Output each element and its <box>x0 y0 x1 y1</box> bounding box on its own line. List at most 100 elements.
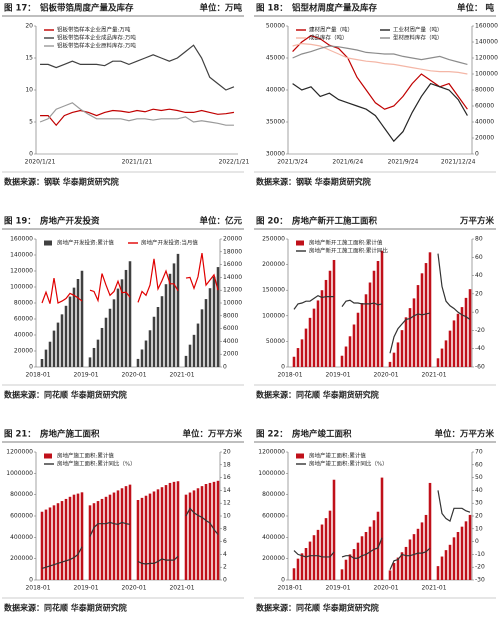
y2-tick-label: 60 <box>475 461 483 468</box>
bar <box>88 357 92 367</box>
y-tick-label: 20 <box>25 23 33 30</box>
legend-swatch <box>44 240 52 246</box>
y2-tick-label: 140000 <box>475 39 498 46</box>
y2-tick-label: -20 <box>475 564 485 571</box>
legend-label: 铝板带箔样本企业成品库存:万吨 <box>57 34 136 42</box>
y2-tick-label: 80000 <box>475 87 494 94</box>
x-tick-label: 2021-01 <box>421 585 446 592</box>
bar <box>164 284 168 367</box>
bar <box>156 489 160 580</box>
bar <box>176 481 180 580</box>
bar <box>96 501 100 580</box>
bar <box>380 250 384 367</box>
x-tick-label: 2021-01 <box>421 372 446 379</box>
bar <box>340 569 344 580</box>
y2-tick-label: 16 <box>223 474 231 481</box>
bar <box>456 532 460 580</box>
figure-unit: 单位： 吨 <box>457 3 494 14</box>
bar <box>128 261 132 367</box>
legend-label: 铝板带箔样本企业周产量:万吨 <box>57 26 131 34</box>
bar <box>388 361 392 367</box>
bar <box>436 358 440 367</box>
bar <box>348 554 352 580</box>
bar <box>104 496 108 580</box>
bar <box>52 330 56 367</box>
figure-unit: 单位：万平方米 <box>182 429 242 440</box>
bar <box>312 308 316 367</box>
figure-number: 图 18： <box>256 4 288 14</box>
bar <box>444 550 448 580</box>
x-tick-label: 2021/12/24 <box>441 159 476 166</box>
bar <box>116 490 120 580</box>
y2-tick-label: 0 <box>223 577 227 584</box>
bar <box>128 484 132 580</box>
y2-tick-label: 0 <box>475 538 479 545</box>
bar <box>328 270 332 367</box>
bar <box>188 492 192 580</box>
y-tick-label: 0 <box>281 364 285 371</box>
bar <box>208 288 212 367</box>
y-tick-label: 80000 <box>14 300 33 307</box>
y-tick-label: 200000 <box>262 261 285 268</box>
bar <box>200 309 204 367</box>
bar <box>80 492 84 580</box>
x-tick-label: 2018-01 <box>25 372 50 379</box>
y-tick-label: 50000 <box>266 338 285 345</box>
y2-tick-label: 20 <box>223 449 231 456</box>
y-tick-label: 45000 <box>266 55 285 62</box>
y2-tick-label: 160000 <box>475 23 498 30</box>
bar <box>164 485 168 580</box>
bar <box>52 505 56 580</box>
bar <box>112 492 116 580</box>
figure-source: 数据来源：同花顺 华泰期货研究院 <box>256 603 379 613</box>
y-tick-label: 0 <box>281 577 285 584</box>
bar <box>204 484 208 580</box>
bar <box>400 330 404 367</box>
x-tick-label: 2019-01 <box>325 372 350 379</box>
bar <box>64 305 68 367</box>
bar <box>372 270 376 367</box>
legend-label: 房地产开发投资:累计值 <box>57 239 114 247</box>
bar <box>368 282 372 367</box>
bar <box>120 279 124 367</box>
bar <box>168 273 172 367</box>
bar <box>344 346 348 367</box>
x-tick-label: 2019-01 <box>325 585 350 592</box>
bar <box>400 552 404 580</box>
y2-tick-label: 70 <box>475 449 483 456</box>
legend-label: 铝板带箔样本企业原料库存:万吨 <box>57 42 136 50</box>
series-line <box>293 490 471 571</box>
y2-tick-label: 10000 <box>223 300 242 307</box>
y-tick-label: 50000 <box>266 23 285 30</box>
bar <box>216 480 220 580</box>
bar <box>40 511 44 580</box>
figure-unit: 万平方米 <box>459 216 495 227</box>
bar <box>172 481 176 580</box>
y-tick-label: 600000 <box>10 513 33 520</box>
y-tick-label: 100000 <box>262 312 285 319</box>
y-tick-label: 600000 <box>262 513 285 520</box>
x-tick-label: 2020/1/21 <box>25 159 56 166</box>
bar <box>176 253 180 367</box>
y2-tick-label: 60000 <box>475 103 494 110</box>
y-tick-label: 160000 <box>10 236 33 243</box>
y-tick-label: 120000 <box>10 268 33 275</box>
y2-tick-label: 120000 <box>475 55 498 62</box>
bar <box>112 299 116 367</box>
bar <box>404 546 408 580</box>
x-tick-label: 2019-01 <box>73 372 98 379</box>
bar <box>328 510 332 580</box>
legend-label: 型材原料库存（吨） <box>393 34 443 42</box>
bar <box>364 294 368 367</box>
y2-tick-label: 50 <box>475 474 483 481</box>
series-line <box>40 108 235 127</box>
bar <box>352 324 356 367</box>
legend-label: 建材周产量（吨） <box>309 26 353 34</box>
bar <box>64 498 68 580</box>
y2-tick-label: 12000 <box>223 287 242 294</box>
bar <box>308 317 312 367</box>
figure-number: 图 17： <box>4 4 36 14</box>
y-tick-label: 5 <box>29 119 33 126</box>
series-line <box>40 44 235 91</box>
